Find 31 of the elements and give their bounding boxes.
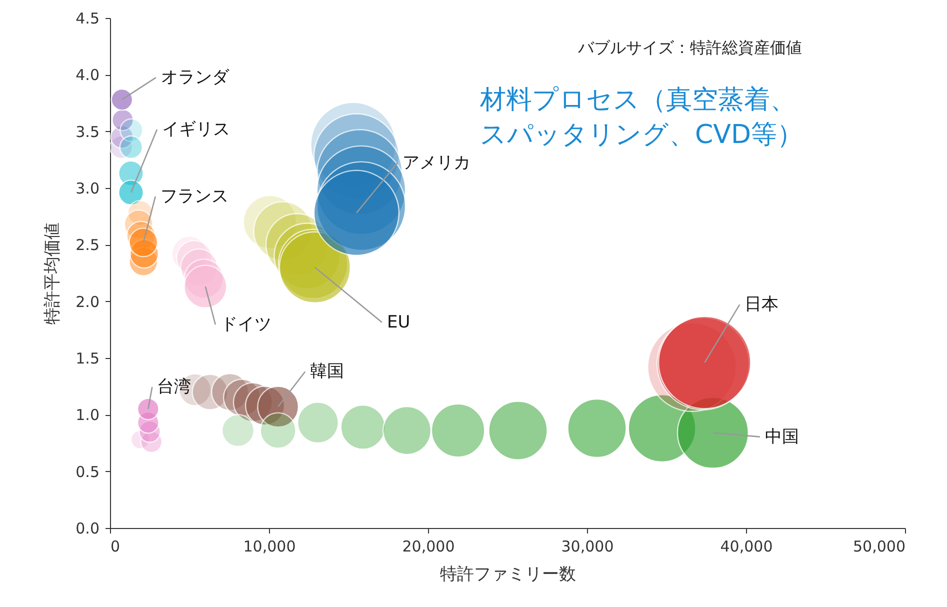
x-tick-label: 10,000 (243, 538, 296, 556)
y-tick-label: 1.0 (76, 406, 100, 424)
text: EU (386, 312, 410, 332)
series-label: フランス (160, 186, 228, 206)
text: 材料プロセス（真空蒸着、 (479, 85, 796, 115)
y-tick-label: 3.5 (76, 122, 100, 141)
series-label: イギリス (162, 120, 230, 140)
series-label: 韓国 (310, 362, 344, 382)
y-tick-label: 4.5 (76, 10, 100, 28)
series-label: 中国 (764, 426, 799, 447)
y-tick-label: 1.5 (76, 350, 100, 368)
y-tick-label: 3.0 (76, 180, 100, 198)
y-tick-label: 2.5 (76, 236, 100, 254)
y-tick-label: 2.0 (76, 292, 100, 311)
series-label: 日本 (744, 294, 779, 315)
text: スパッタリング、CVD等） (480, 120, 803, 150)
series-label: ドイツ (220, 314, 272, 335)
y-tick-label: 0.0 (76, 520, 100, 538)
y-tick-label: 0.5 (76, 462, 100, 481)
x-tick-label: 40,000 (720, 538, 773, 556)
series-label: オランダ (160, 68, 230, 88)
x-tick-label: 0 (110, 538, 120, 556)
series-label: 台湾 (157, 377, 192, 397)
x-tick-label: 20,000 (402, 538, 455, 556)
y-tick-label: 4.0 (76, 66, 100, 84)
y-axis-title: 特許平均価値 (42, 222, 63, 324)
series-label: アメリカ (402, 152, 470, 173)
annotation: バブルサイズ：特許総資産価値 (577, 38, 802, 57)
x-tick-label: 30,000 (561, 538, 614, 556)
x-axis-title: 特許ファミリー数 (440, 564, 576, 584)
x-tick-label: 50,000 (853, 538, 906, 556)
